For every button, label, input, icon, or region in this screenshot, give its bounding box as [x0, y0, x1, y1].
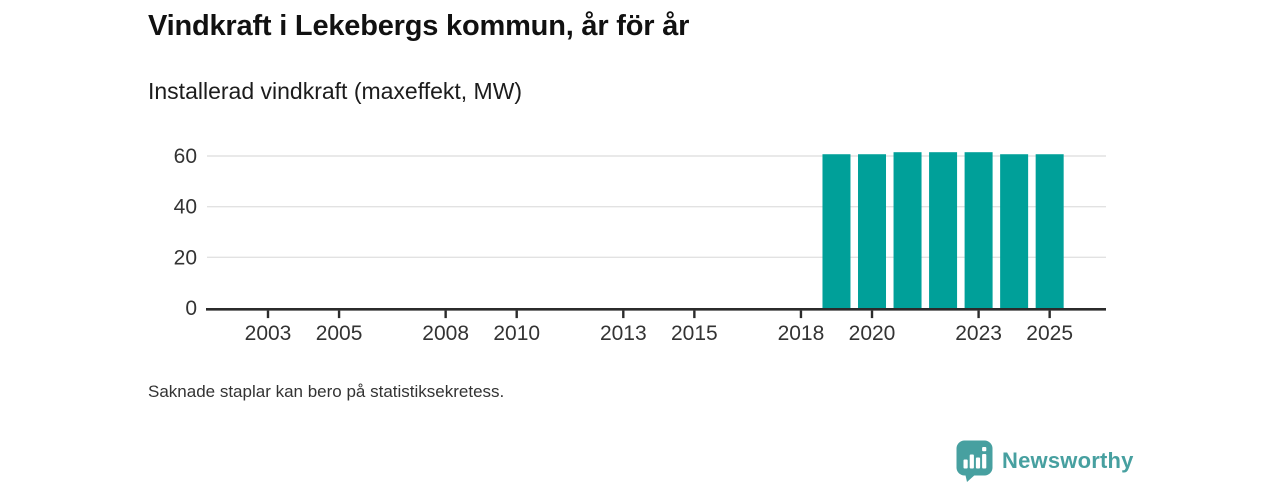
bar-2019 [822, 154, 851, 308]
bar-2025 [1035, 154, 1064, 308]
x-tick-label-2013: 2013 [600, 322, 647, 345]
x-tick-label-2015: 2015 [671, 322, 718, 345]
chart-footnote: Saknade staplar kan bero på statistiksek… [148, 382, 505, 401]
bar-2020 [858, 154, 887, 308]
newsworthy-logo-icon [956, 440, 993, 482]
bar-2021 [893, 152, 922, 308]
y-tick-label-0: 0 [185, 297, 197, 320]
x-tick-label-2008: 2008 [422, 322, 469, 345]
x-tick-label-2005: 2005 [316, 322, 363, 345]
bar-2022 [929, 152, 958, 308]
bar-2023 [964, 152, 993, 308]
y-tick-label-60: 60 [174, 145, 197, 168]
bar-2024 [1000, 154, 1029, 308]
newsworthy-logo-text: Newsworthy [1002, 448, 1134, 473]
chart-subtitle: Installerad vindkraft (maxeffekt, MW) [148, 78, 523, 104]
x-tick-label-2010: 2010 [493, 322, 540, 345]
x-tick-label-2020: 2020 [849, 322, 896, 345]
x-tick-label-2003: 2003 [245, 322, 292, 345]
y-tick-label-40: 40 [174, 196, 197, 219]
newsworthy-branding: Newsworthy [956, 440, 1134, 482]
x-tick-label-2018: 2018 [778, 322, 825, 345]
x-tick-label-2025: 2025 [1026, 322, 1073, 345]
chart-title: Vindkraft i Lekebergs kommun, år för år [148, 10, 690, 42]
x-tick-label-2023: 2023 [955, 322, 1002, 345]
y-tick-label-20: 20 [174, 246, 197, 269]
